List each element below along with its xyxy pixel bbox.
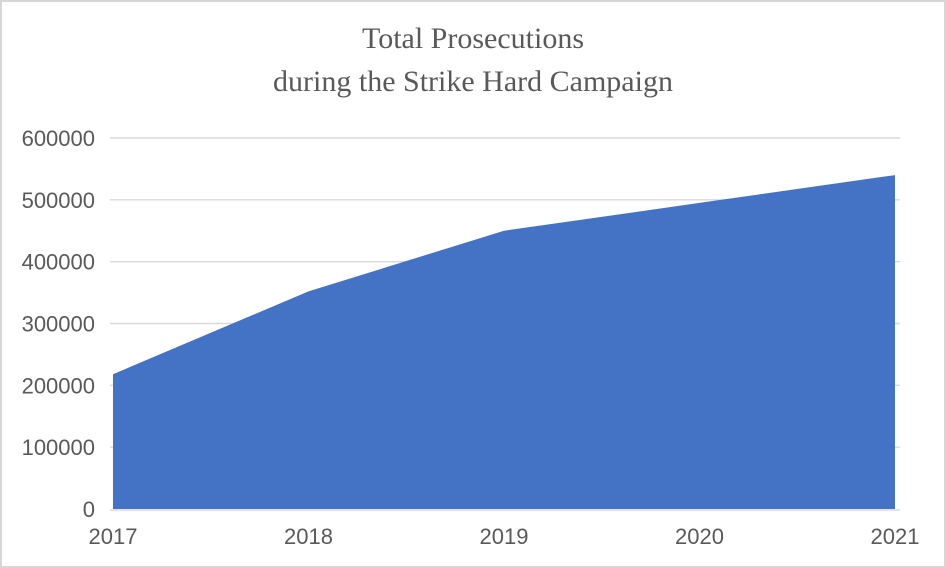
x-axis-tick-label: 2020 bbox=[675, 524, 724, 549]
y-axis-tick-label: 100000 bbox=[22, 435, 95, 460]
y-axis-tick-label: 600000 bbox=[22, 126, 95, 151]
y-axis-tick-label: 500000 bbox=[22, 188, 95, 213]
y-axis-tick-label: 400000 bbox=[22, 250, 95, 275]
area-series bbox=[113, 175, 895, 509]
y-axis-tick-label: 200000 bbox=[22, 373, 95, 398]
y-axis-tick-label: 300000 bbox=[22, 312, 95, 337]
y-axis-tick-label: 0 bbox=[83, 497, 95, 522]
x-axis-tick-label: 2021 bbox=[871, 524, 920, 549]
x-axis-tick-label: 2019 bbox=[480, 524, 529, 549]
x-axis-tick-label: 2018 bbox=[284, 524, 333, 549]
x-axis-tick-label: 2017 bbox=[89, 524, 138, 549]
